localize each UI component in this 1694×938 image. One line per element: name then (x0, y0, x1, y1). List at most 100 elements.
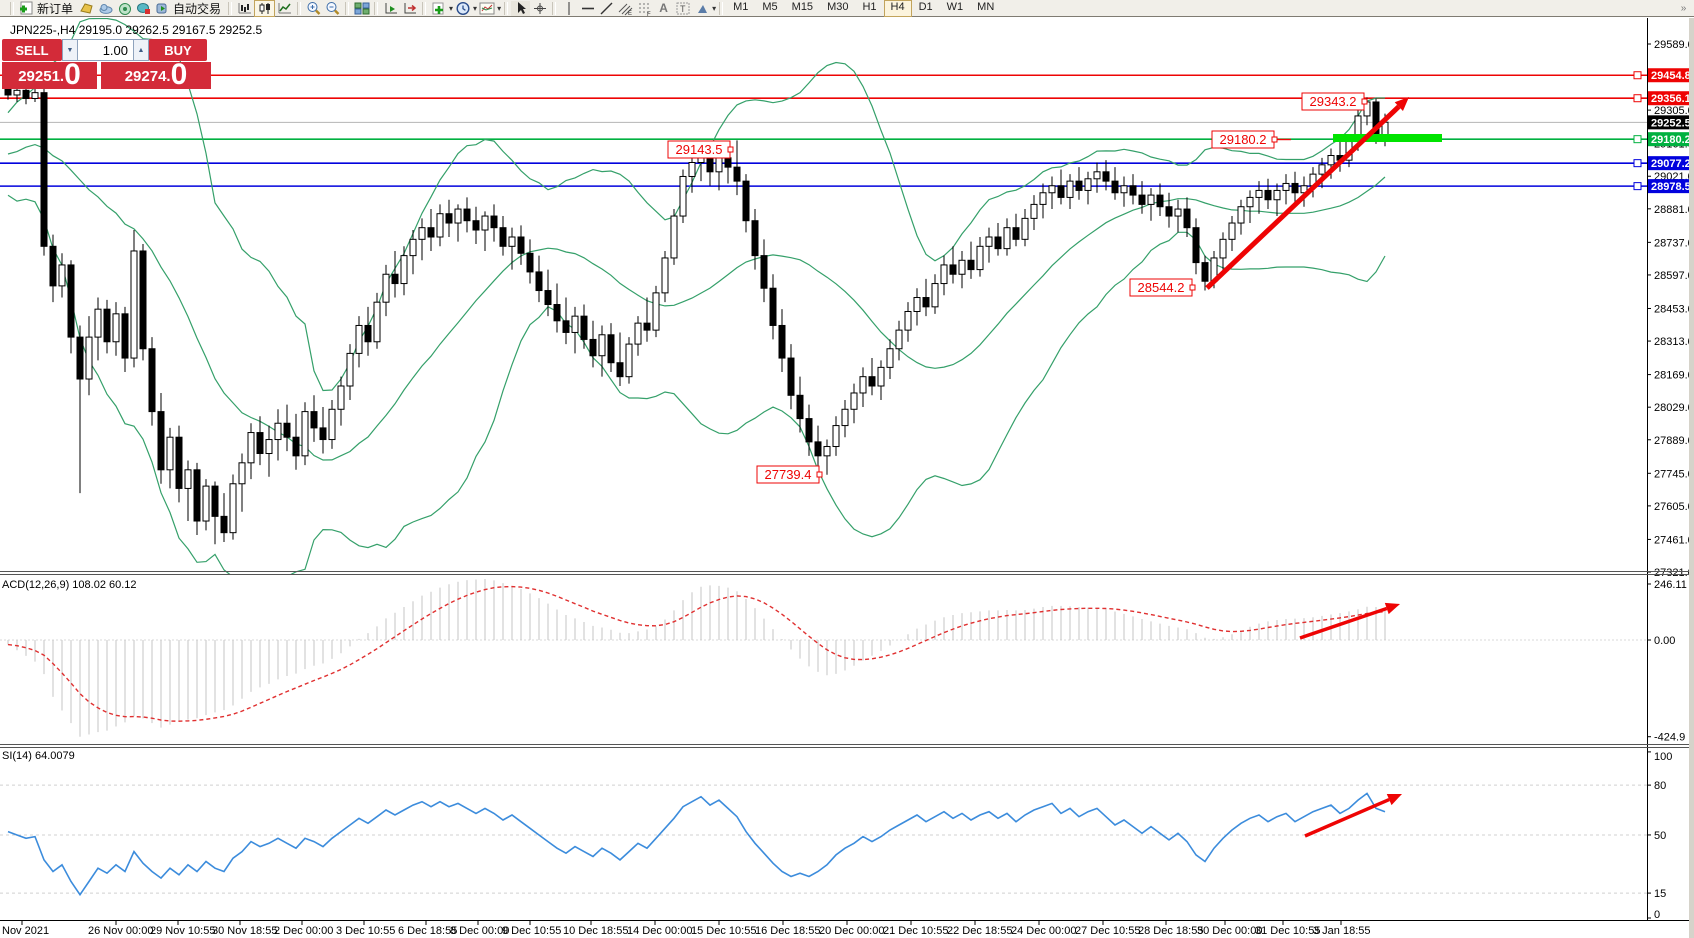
timeframe-button-h1[interactable]: H1 (862, 0, 877, 13)
svg-text:27889.0: 27889.0 (1654, 435, 1694, 447)
svg-text:3 Dec 10:55: 3 Dec 10:55 (336, 925, 395, 937)
cursor-icon[interactable] (511, 0, 531, 16)
svg-text:E: E (628, 11, 632, 16)
periods-icon[interactable] (453, 1, 472, 16)
text-icon[interactable]: A (659, 1, 668, 15)
toolbar-separator (374, 1, 379, 15)
timeframe-button-m1[interactable]: M1 (733, 0, 749, 13)
chart-window-icon[interactable] (77, 1, 96, 16)
svg-text:22 Dec 18:55: 22 Dec 18:55 (947, 925, 1012, 937)
toolbar-separator (345, 1, 350, 15)
buy-price-prefix: 29274. (124, 68, 171, 85)
indicators-dropdown-icon[interactable]: ▾ (449, 3, 454, 13)
arrows-shapes-icon[interactable] (692, 1, 711, 16)
svg-text:29180.2: 29180.2 (1651, 134, 1691, 146)
green-highlight-bar[interactable] (1333, 134, 1442, 142)
auto-scroll-icon[interactable] (381, 1, 400, 16)
fibonacci-icon[interactable]: F (635, 1, 654, 16)
candlestick-chart-icon[interactable] (254, 0, 276, 17)
price-annotations[interactable]: 29343.2 29180.2 29143.5 28544.2 27739.4 (667, 92, 1368, 484)
svg-text:28169.0: 28169.0 (1654, 370, 1694, 382)
trend-arrow[interactable] (1205, 97, 1409, 290)
toolbar-separator (504, 1, 509, 15)
timeframe-button-h4[interactable]: H4 (883, 0, 912, 17)
toolbar-separator (552, 1, 557, 15)
sell-price-display[interactable]: 29251. 0 (2, 58, 97, 91)
svg-text:0: 0 (1654, 909, 1660, 921)
bar-chart-icon[interactable] (235, 1, 254, 16)
svg-text:20 Dec 00:00: 20 Dec 00:00 (819, 925, 884, 937)
svg-text:14 Dec 00:00: 14 Dec 00:00 (627, 925, 692, 937)
market-icon[interactable] (134, 1, 153, 16)
svg-text:31 Dec 10:55: 31 Dec 10:55 (1255, 925, 1320, 937)
horizontal-line-icon[interactable] (578, 1, 597, 16)
timeframe-button-mn[interactable]: MN (977, 0, 995, 13)
svg-text:6 Dec 18:55: 6 Dec 18:55 (398, 925, 457, 937)
timeframe-button-m5[interactable]: M5 (762, 0, 778, 13)
symbol-ohlc-label: JPN225-,H4 29195.0 29262.5 29167.5 29252… (10, 23, 263, 37)
sell-price-prefix: 29251. (18, 68, 65, 85)
svg-text:28978.5: 28978.5 (1651, 181, 1691, 193)
signals-icon[interactable] (115, 1, 134, 16)
svg-text:80: 80 (1654, 780, 1666, 792)
templates-dropdown-icon[interactable]: ▾ (497, 3, 502, 13)
macd-indicator-label: ACD(12,26,9) 108.02 60.12 (2, 579, 137, 591)
trend-arrow[interactable] (1304, 794, 1402, 838)
svg-text:28881.0: 28881.0 (1654, 204, 1694, 216)
svg-text:28313.0: 28313.0 (1654, 336, 1694, 348)
price-level-lines[interactable] (0, 71, 1647, 191)
new-order-button[interactable]: 新订单 (37, 1, 74, 16)
crosshair-icon[interactable] (530, 1, 549, 16)
sell-button[interactable]: SELL (2, 39, 62, 61)
cloud-icon[interactable] (96, 1, 115, 16)
svg-text:16 Dec 18:55: 16 Dec 18:55 (755, 925, 820, 937)
timeframe-button-m30[interactable]: M30 (827, 0, 849, 13)
svg-text:30 Dec 00:00: 30 Dec 00:00 (1197, 925, 1262, 937)
timeframe-button-w1[interactable]: W1 (946, 0, 964, 13)
svg-text:29343.2: 29343.2 (1310, 94, 1357, 109)
auto-trading-icon[interactable] (153, 1, 172, 16)
svg-text:29252.5: 29252.5 (1651, 117, 1691, 129)
timeframe-button-m15[interactable]: M15 (791, 0, 814, 13)
vertical-line-icon[interactable] (559, 1, 578, 16)
periods-dropdown-icon[interactable]: ▾ (473, 3, 478, 13)
sell-price-big-digit: 0 (64, 58, 81, 91)
new-order-icon[interactable] (17, 1, 36, 16)
timeframe-bar: M1 M5 M15 M30 H1 H4 D1 W1 MN (726, 0, 1001, 17)
zoom-out-icon[interactable] (323, 1, 342, 16)
toolbar-separator (719, 1, 724, 15)
timeframe-button-d1[interactable]: D1 (918, 0, 933, 13)
svg-text:21 Dec 10:55: 21 Dec 10:55 (883, 925, 948, 937)
tile-windows-icon[interactable] (352, 1, 371, 16)
rsi-panel (0, 784, 1647, 897)
svg-text:24 Dec 00:00: 24 Dec 00:00 (1011, 925, 1076, 937)
templates-icon[interactable] (477, 1, 496, 16)
volume-input[interactable]: 1.00 (78, 39, 133, 61)
svg-text:9 Dec 10:55: 9 Dec 10:55 (502, 925, 561, 937)
indicators-icon[interactable] (429, 1, 448, 16)
auto-trading-button[interactable]: 自动交易 (173, 1, 222, 16)
zoom-in-icon[interactable] (304, 1, 323, 16)
svg-text:26 Nov 00:00: 26 Nov 00:00 (88, 925, 153, 937)
price-axis: 29589.029305.029161.029021.028881.028737… (1647, 18, 1694, 921)
trendline-icon[interactable] (597, 1, 616, 16)
buy-price-display[interactable]: 29274. 0 (101, 58, 211, 91)
bollinger-bands (7, 18, 1386, 575)
text-label-icon[interactable]: T (673, 1, 692, 16)
buy-button[interactable]: BUY (149, 39, 207, 61)
chart-shift-icon[interactable] (400, 1, 419, 16)
equidistant-channel-icon[interactable]: E (616, 1, 635, 16)
arrows-dropdown-icon[interactable]: ▾ (712, 3, 717, 13)
volume-decrease-button[interactable]: ▼ (62, 39, 78, 61)
line-chart-icon[interactable] (275, 1, 294, 16)
cropped-icon (1, 1, 7, 16)
volume-increase-button[interactable]: ▲ (133, 39, 149, 61)
rsi-indicator-label: SI(14) 64.0079 (2, 750, 75, 762)
toolbar-overflow-icon[interactable]: » (1680, 2, 1687, 14)
buy-price-big-digit: 0 (170, 58, 188, 91)
trend-arrow[interactable] (1299, 602, 1400, 640)
window-edge-scrollbar[interactable] (1689, 18, 1694, 938)
